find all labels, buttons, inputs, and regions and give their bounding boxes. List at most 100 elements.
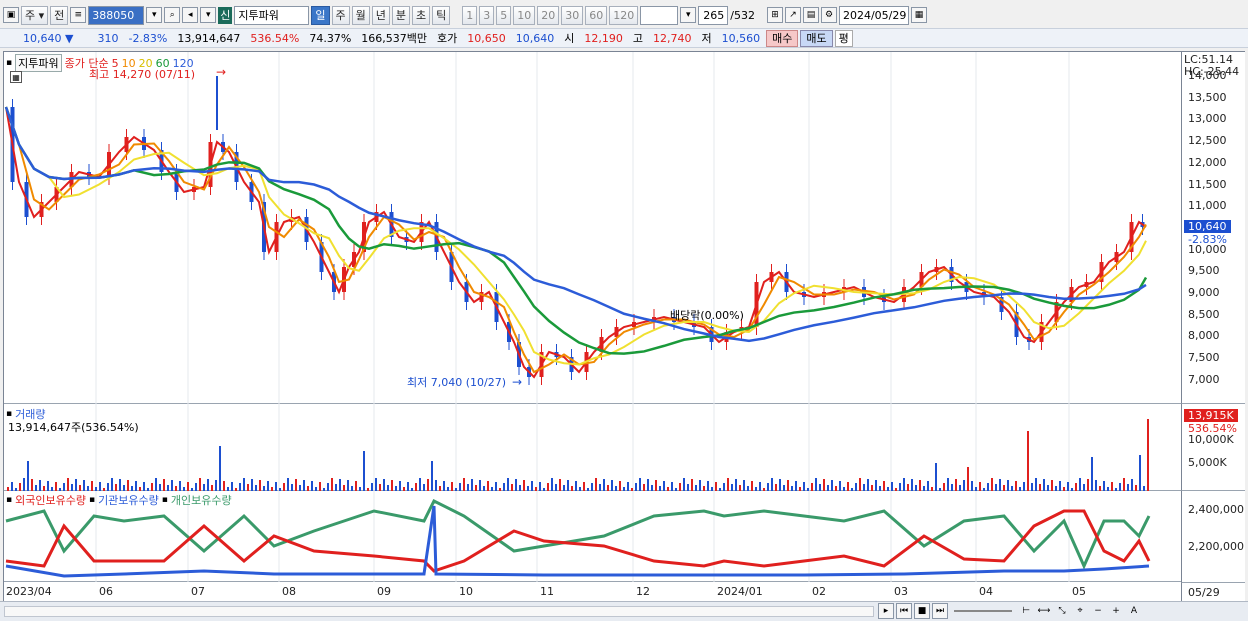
zoom-in-icon[interactable]: + xyxy=(1112,606,1120,616)
stretch-icon[interactable]: ⟷ xyxy=(1037,606,1051,616)
tab-month[interactable]: 월 xyxy=(351,5,370,25)
dropdown-icon[interactable]: ▾ xyxy=(200,7,217,23)
chart-area[interactable]: → → ▪ 지투파워 종가 단순 5 10 20 60 120 최고 14,27… xyxy=(3,51,1245,601)
ask-price: 10,650 xyxy=(467,31,506,45)
tab-minute[interactable]: 분 xyxy=(391,5,411,25)
save-icon[interactable]: ▤ xyxy=(802,7,819,23)
draw-tool-icon[interactable]: ↗ xyxy=(784,7,801,23)
volume-bar xyxy=(695,485,697,491)
volume-bar xyxy=(83,480,85,491)
calendar-icon[interactable]: ▦ xyxy=(910,7,927,23)
volume-bar xyxy=(239,483,241,491)
table-icon[interactable]: ▦ xyxy=(10,71,22,83)
settings-icon[interactable]: ⚙ xyxy=(820,7,837,23)
volume-bar xyxy=(263,486,265,491)
tab-week[interactable]: 주 xyxy=(331,5,350,25)
volume-bar xyxy=(1067,482,1069,491)
volume-bar xyxy=(1023,482,1025,491)
tab-day[interactable]: 일 xyxy=(311,5,330,25)
minute-30[interactable]: 30 xyxy=(561,5,584,25)
volume-bar xyxy=(791,486,793,491)
volume-bar xyxy=(87,486,89,491)
view-count-input[interactable]: 265 xyxy=(698,5,729,25)
fit-icon[interactable]: ⤡ xyxy=(1058,606,1066,616)
volume-bar xyxy=(447,487,449,491)
dropdown-icon[interactable]: ▾ xyxy=(680,7,697,23)
volume-bar xyxy=(183,487,185,491)
volume-bar xyxy=(423,484,425,491)
zoom-out-icon[interactable]: − xyxy=(1094,606,1102,616)
volume-bar xyxy=(467,484,469,491)
sell-button[interactable]: 매도 xyxy=(800,29,833,47)
foreign-holdings-label: 외국인보유수량 xyxy=(15,494,86,507)
volume-bar xyxy=(311,481,313,491)
chart-scrollbar[interactable] xyxy=(4,606,874,617)
minute-1[interactable]: 1 xyxy=(462,5,478,25)
volume-bar xyxy=(879,486,881,491)
volume-bar xyxy=(575,481,577,491)
price-pane[interactable]: → → ▪ 지투파워 종가 단순 5 10 20 60 120 최고 14,27… xyxy=(4,52,1181,404)
volume-bar xyxy=(963,480,965,491)
menu-icon[interactable]: ≡ xyxy=(70,7,87,23)
date-input[interactable]: 2024/05/29 xyxy=(838,5,909,25)
fast-forward-icon[interactable]: ⏭ xyxy=(932,603,948,619)
volume-bar xyxy=(303,480,305,491)
crosshair-icon[interactable]: ⌖ xyxy=(1077,606,1083,616)
volume-bar xyxy=(599,484,601,491)
minute-10[interactable]: 10 xyxy=(513,5,536,25)
volume-bar xyxy=(1087,479,1089,491)
holdings-pane[interactable]: ▪ 외국인보유수량 ▪ 기관보유수량 ▪ 개인보유수량 xyxy=(4,491,1181,582)
minute-3[interactable]: 3 xyxy=(479,5,495,25)
volume-bar xyxy=(415,483,417,491)
volume-bar xyxy=(883,481,885,491)
tab-tick[interactable]: 틱 xyxy=(432,5,451,25)
buy-button[interactable]: 매수 xyxy=(766,29,799,47)
lc-label: LC:51.14 xyxy=(1184,53,1234,66)
volume-bar xyxy=(411,488,413,491)
minute-60[interactable]: 60 xyxy=(585,5,608,25)
volume-bar xyxy=(983,488,985,491)
volume-bar xyxy=(1043,479,1045,491)
minute-20[interactable]: 20 xyxy=(537,5,560,25)
volume-bar xyxy=(619,481,621,491)
stock-code-input[interactable]: 388050 xyxy=(88,5,145,25)
volume-bar xyxy=(207,479,209,491)
dropdown-icon[interactable]: ▾ xyxy=(146,7,163,23)
volume-bar xyxy=(19,483,21,491)
search-icon[interactable]: ⌕ xyxy=(164,7,181,23)
volume-bar xyxy=(1007,480,1009,491)
volume-bar xyxy=(551,478,553,491)
stop-icon[interactable]: ■ xyxy=(914,603,930,619)
volume-bar xyxy=(495,482,497,491)
volume-bar xyxy=(71,484,73,491)
scale-icon[interactable]: ⊢ xyxy=(1022,606,1030,616)
custom-period-input[interactable] xyxy=(640,5,679,25)
font-size-icon[interactable]: A xyxy=(1130,606,1138,616)
volume-ratio: 536.54% xyxy=(250,31,300,45)
stock-name-field[interactable]: 지투파워 xyxy=(234,5,310,25)
volume-bar xyxy=(743,480,745,491)
rewind-icon[interactable]: ⏮ xyxy=(896,603,912,619)
volume-bar xyxy=(999,479,1001,491)
volume-pane[interactable]: ▪ 거래량 13,914,647주(536.54%) xyxy=(4,404,1181,491)
avg-button[interactable]: 평 xyxy=(834,29,853,47)
stock-name-tag[interactable]: 지투파워 xyxy=(15,54,62,72)
volume-bar xyxy=(1063,487,1065,491)
period-unit-select[interactable]: 주 ▾ xyxy=(21,5,49,25)
volume-bar xyxy=(895,488,897,491)
sound-icon[interactable]: ◂ xyxy=(182,7,199,23)
chart-window-icon[interactable]: ▣ xyxy=(3,7,19,23)
prev-button[interactable]: 전 xyxy=(50,5,69,25)
minute-120[interactable]: 120 xyxy=(609,5,639,25)
scroll-right-icon[interactable]: ▸ xyxy=(878,603,894,619)
date-tick: 04 xyxy=(979,585,993,598)
zoom-slider[interactable] xyxy=(954,610,1012,612)
tab-second[interactable]: 초 xyxy=(412,5,431,25)
tab-year[interactable]: 년 xyxy=(371,5,390,25)
grid-icon[interactable]: ⊞ xyxy=(766,7,783,23)
volume-bar xyxy=(255,485,257,491)
minute-5[interactable]: 5 xyxy=(496,5,512,25)
date-tick: 2023/04 xyxy=(6,585,52,598)
volume-bar xyxy=(1051,480,1053,491)
volume-bar xyxy=(403,487,405,491)
